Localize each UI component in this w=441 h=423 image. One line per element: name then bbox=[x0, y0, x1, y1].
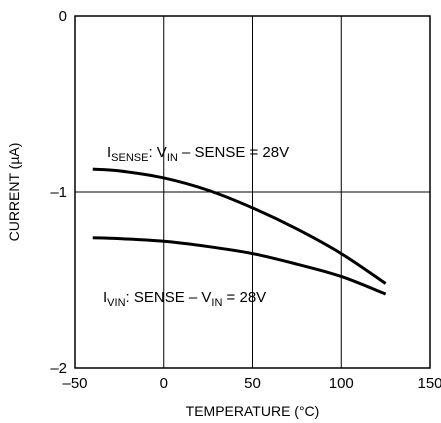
annotation-text: : SENSE – V bbox=[126, 289, 212, 306]
x-tick-label: 50 bbox=[244, 375, 261, 392]
x-tick-label: –50 bbox=[62, 375, 87, 392]
series-line-2 bbox=[92, 236, 387, 296]
annotation-text: – SENSE = 28V bbox=[178, 144, 289, 161]
y-tick-label: 0 bbox=[59, 8, 67, 25]
y-tick-label: –1 bbox=[50, 184, 67, 201]
annotation-text: : V bbox=[148, 144, 166, 161]
annotation-subscript: VIN bbox=[107, 297, 125, 309]
x-tick-label: 0 bbox=[160, 375, 168, 392]
annotation-subscript: IN bbox=[211, 297, 222, 309]
annotation-subscript: SENSE bbox=[111, 152, 148, 164]
y-tick-labels: 0 –1 –2 bbox=[50, 8, 67, 377]
x-tick-labels: –50 0 50 100 150 bbox=[62, 375, 441, 392]
series-annotation-2: IVIN: SENSE – VIN = 28V bbox=[103, 289, 266, 309]
x-axis-label: TEMPERATURE (°C) bbox=[186, 403, 320, 419]
series-lines bbox=[92, 167, 387, 296]
x-tick-label: 150 bbox=[417, 375, 441, 392]
series-line-1 bbox=[92, 167, 387, 285]
plot-frame bbox=[74, 15, 431, 369]
annotation-text: I bbox=[103, 289, 107, 306]
annotation-text: = 28V bbox=[222, 289, 266, 306]
annotation-subscript: IN bbox=[167, 152, 178, 164]
grid bbox=[75, 16, 430, 368]
y-tick-label: –2 bbox=[50, 360, 67, 377]
y-axis-label: CURRENT (µA) bbox=[6, 143, 22, 242]
annotation-text: I bbox=[107, 144, 111, 161]
x-tick-label: 100 bbox=[329, 375, 354, 392]
series-annotation-1: ISENSE: VIN – SENSE = 28V bbox=[107, 144, 289, 164]
